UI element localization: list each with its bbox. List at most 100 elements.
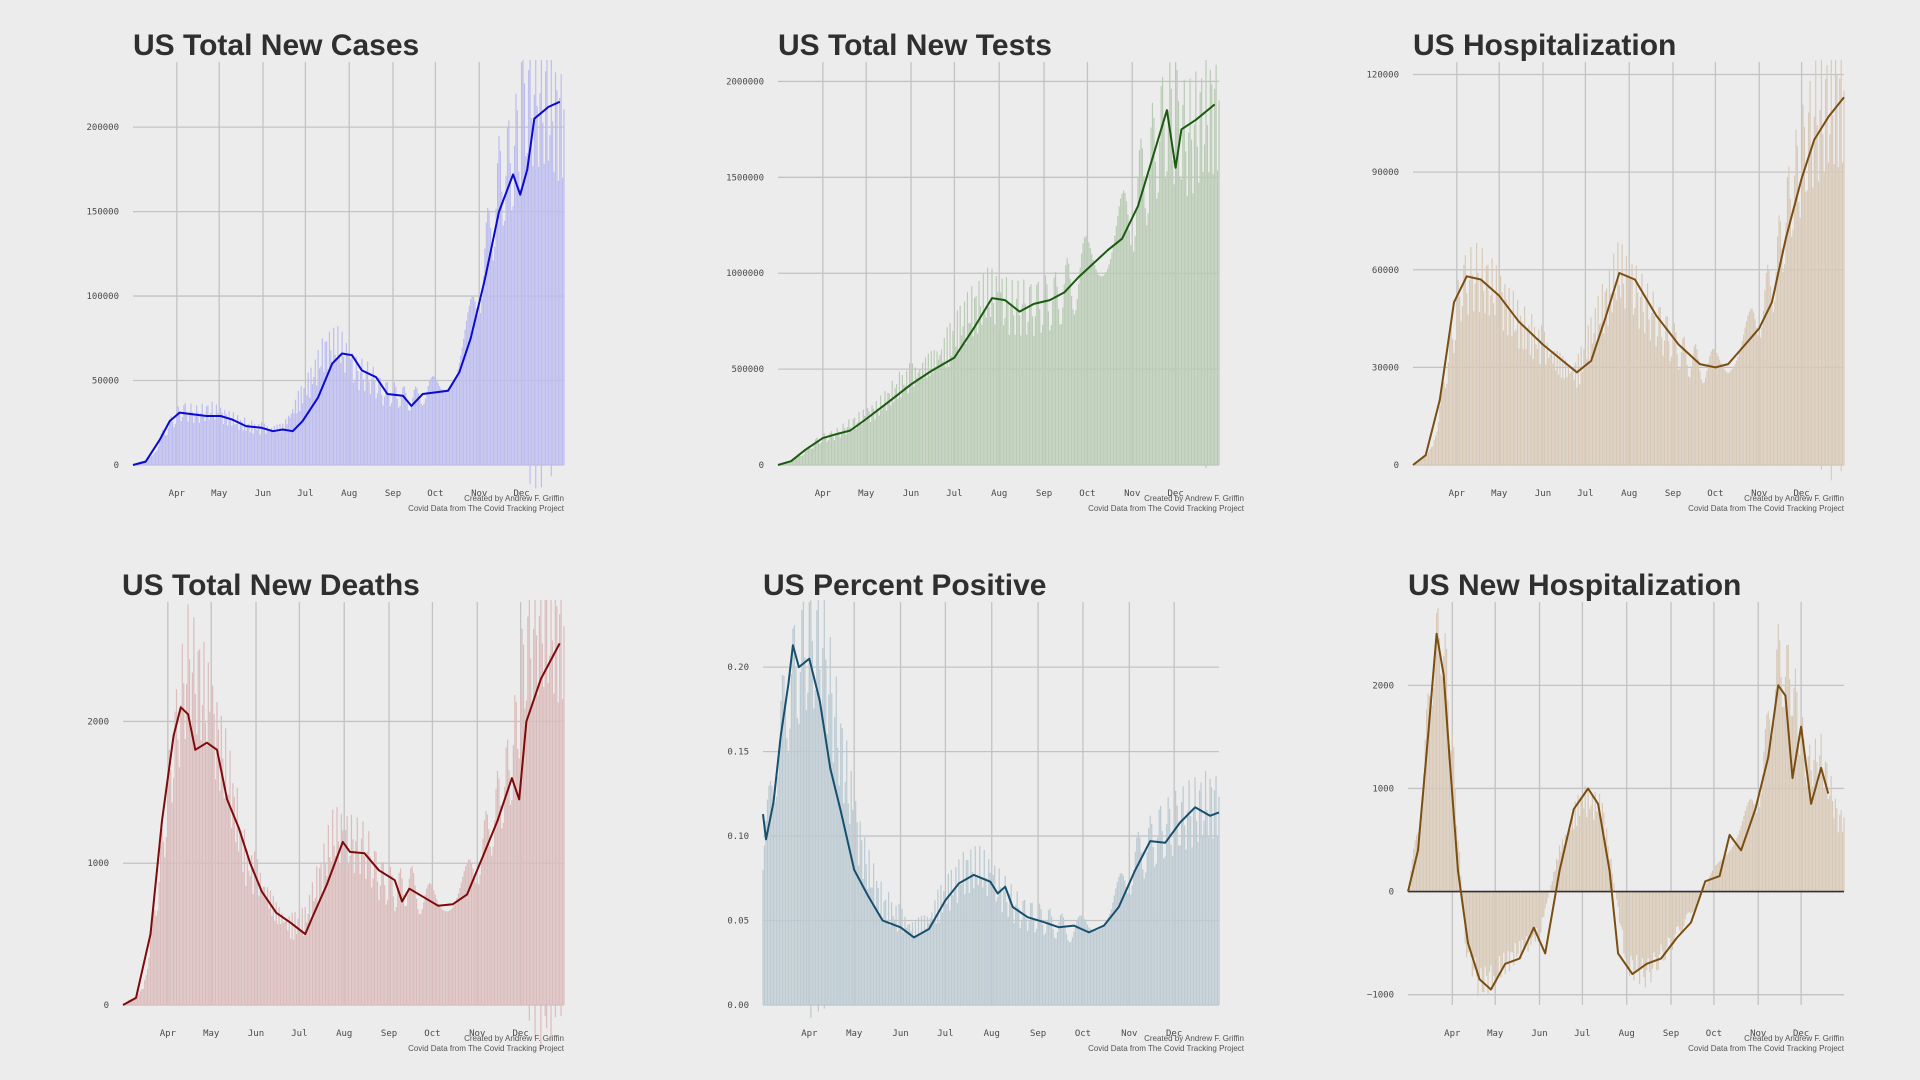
daily-bar bbox=[1160, 806, 1162, 1005]
daily-bar bbox=[1805, 192, 1807, 465]
daily-bar bbox=[1706, 883, 1708, 892]
daily-bar bbox=[787, 461, 789, 465]
daily-bar bbox=[1468, 279, 1471, 465]
daily-bar bbox=[835, 676, 837, 1005]
daily-bar bbox=[210, 766, 212, 1005]
daily-bar bbox=[1633, 891, 1635, 981]
daily-bar bbox=[1810, 147, 1813, 466]
daily-bar bbox=[1642, 312, 1644, 465]
daily-bar bbox=[1800, 734, 1802, 892]
y-tick-label: 1000 bbox=[87, 859, 109, 869]
daily-bar bbox=[1204, 770, 1207, 1005]
daily-bar bbox=[1446, 383, 1448, 465]
daily-bar bbox=[335, 360, 338, 465]
daily-bar bbox=[1437, 422, 1440, 465]
daily-bar bbox=[1172, 160, 1174, 465]
x-tick-label: Nov bbox=[1124, 489, 1140, 499]
daily-bar bbox=[1155, 863, 1157, 1005]
daily-bar bbox=[1026, 334, 1028, 465]
daily-bar bbox=[1593, 333, 1595, 465]
daily-bar bbox=[855, 800, 857, 1005]
daily-bar bbox=[1419, 458, 1421, 465]
daily-bar bbox=[1736, 838, 1738, 892]
daily-bar bbox=[1002, 325, 1005, 465]
daily-bar bbox=[146, 459, 148, 465]
daily-bar bbox=[1474, 891, 1476, 958]
daily-bar bbox=[1115, 226, 1117, 465]
daily-bar bbox=[313, 376, 315, 465]
daily-bar bbox=[882, 406, 885, 465]
daily-bar bbox=[498, 136, 500, 465]
daily-bar bbox=[1459, 296, 1461, 465]
daily-bar bbox=[903, 384, 905, 465]
daily-bar bbox=[218, 422, 220, 465]
daily-bar bbox=[1754, 319, 1756, 465]
daily-bar bbox=[1784, 264, 1786, 465]
daily-bar bbox=[1541, 325, 1543, 465]
x-tick-label: Dec bbox=[1793, 1029, 1809, 1039]
daily-bar bbox=[1429, 449, 1431, 465]
daily-bar bbox=[240, 830, 243, 1005]
daily-bar bbox=[477, 314, 479, 465]
x-tick-label: Apr bbox=[169, 489, 186, 499]
daily-bar bbox=[1167, 797, 1169, 1005]
daily-bar bbox=[1427, 693, 1429, 892]
x-tick-label: Jun bbox=[1531, 1029, 1547, 1039]
daily-bar bbox=[292, 409, 294, 465]
daily-bar bbox=[1198, 790, 1201, 1005]
daily-bar bbox=[862, 878, 864, 1005]
x-tick-label: Oct bbox=[1079, 489, 1095, 499]
daily-bar bbox=[407, 410, 410, 465]
daily-bar bbox=[373, 850, 376, 1005]
daily-bar bbox=[271, 915, 273, 1005]
daily-bar bbox=[971, 286, 973, 465]
daily-bar bbox=[1510, 891, 1512, 953]
daily-bar bbox=[907, 924, 909, 1005]
daily-bar bbox=[1522, 349, 1524, 465]
daily-bar bbox=[1648, 319, 1650, 465]
daily-bar bbox=[917, 372, 919, 465]
daily-bar bbox=[333, 327, 335, 465]
x-tick-label: Nov bbox=[1751, 489, 1767, 499]
daily-bar bbox=[1162, 77, 1164, 466]
daily-bar bbox=[334, 855, 337, 1005]
daily-bar bbox=[904, 916, 906, 1005]
daily-bar bbox=[444, 389, 446, 465]
daily-bar bbox=[851, 431, 853, 465]
daily-bar bbox=[1511, 891, 1513, 953]
daily-bar bbox=[995, 275, 997, 465]
daily-bar bbox=[874, 906, 876, 1005]
daily-bar bbox=[852, 809, 854, 1005]
daily-bar bbox=[1056, 286, 1058, 465]
daily-bar bbox=[261, 889, 263, 1005]
daily-bar bbox=[171, 421, 174, 465]
daily-bar bbox=[1092, 930, 1095, 1005]
daily-bar bbox=[1703, 889, 1705, 892]
x-tick-label: Nov bbox=[1750, 1029, 1766, 1039]
daily-bar bbox=[1550, 885, 1552, 892]
daily-bar bbox=[244, 417, 246, 465]
daily-bar bbox=[353, 873, 355, 1005]
daily-bar bbox=[1034, 316, 1036, 465]
chart-title: US Total New Cases bbox=[133, 29, 420, 62]
daily-bar bbox=[178, 767, 180, 1005]
daily-bar bbox=[1769, 286, 1772, 465]
daily-bar bbox=[286, 424, 288, 465]
chart-credit: Created by Andrew F. Griffin Covid Data … bbox=[1688, 1034, 1844, 1054]
daily-bar bbox=[1621, 891, 1624, 930]
chart-credit: Created by Andrew F. Griffin Covid Data … bbox=[1088, 1034, 1244, 1054]
daily-bar bbox=[989, 872, 991, 1005]
daily-bar bbox=[1176, 805, 1178, 1005]
daily-bar bbox=[1747, 315, 1749, 465]
daily-bar bbox=[516, 110, 518, 465]
daily-bar bbox=[1494, 314, 1496, 465]
daily-bar bbox=[1046, 284, 1048, 465]
daily-bar bbox=[388, 879, 390, 1005]
daily-bar bbox=[822, 436, 824, 465]
daily-bar bbox=[480, 858, 483, 1005]
daily-bar bbox=[817, 440, 820, 465]
daily-bar bbox=[959, 305, 961, 465]
daily-bar bbox=[887, 892, 890, 1005]
x-tick-label: Dec bbox=[512, 1029, 528, 1039]
daily-bar bbox=[478, 884, 480, 1005]
